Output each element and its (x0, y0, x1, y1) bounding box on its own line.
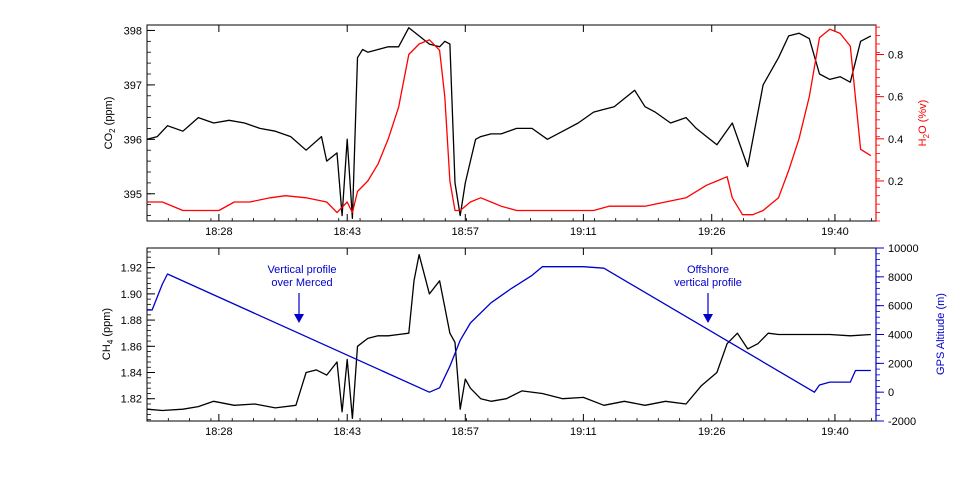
x-tick-label-1: 18:43 (333, 426, 361, 438)
annotation-offshore-line2: vertical profile (674, 277, 742, 289)
right-tick-label-2: 0.6 (888, 92, 903, 104)
x-tick-label-0: 18:28 (205, 226, 233, 238)
right-tick-label-3: 4000 (888, 330, 912, 342)
ch4-altitude-panel: 18:28 18:43 18:57 19:11 19:26 19:40 1.821.841… (101, 243, 947, 438)
annotation-offshore: Offshore vertical profile (674, 264, 742, 323)
left-tick-label-4: 1.90 (121, 289, 142, 301)
co2-h2o-panel: 18:28 18:43 18:57 19:11 19:26 19:40 395 396 397… (103, 24, 931, 238)
bottom-series-group (146, 253, 871, 420)
left-tick-label-1: 1.84 (121, 368, 142, 380)
x-tick-label-3: 19:11 (570, 426, 597, 438)
annotation-offshore-line1: Offshore (687, 264, 729, 276)
h2o-axis-label: H2O (%v) (917, 100, 931, 147)
annotation-merced-arrowhead (294, 314, 304, 323)
left-tick-label-3: 1.88 (121, 315, 142, 327)
right-tick-label-5: 8000 (888, 272, 912, 284)
series-line-1 (147, 266, 871, 393)
annotation-merced-line1: Vertical profile (267, 264, 336, 276)
right-tick-label-0: -2000 (888, 416, 916, 428)
left-tick-label-5: 1.92 (121, 263, 142, 275)
altitude-axis-label: GPS Altitude (m) (935, 293, 947, 375)
left-tick-label-3: 398 (124, 25, 142, 37)
x-tick-label-3: 19:11 (570, 226, 597, 238)
left-tick-label-2: 397 (124, 80, 142, 92)
h2o-y-axis: 0.2 0.4 0.6 0.8 (875, 25, 903, 222)
x-tick-label-5: 19:40 (821, 426, 849, 438)
left-tick-label-0: 395 (124, 189, 142, 201)
x-tick-label-2: 18:57 (452, 226, 480, 238)
series-line-0 (146, 253, 871, 420)
co2-axis-label: CO2 (ppm) (103, 97, 117, 150)
x-tick-label-5: 19:40 (821, 226, 849, 238)
x-tick-label-2: 18:57 (452, 426, 480, 438)
ch4-y-axis: 1.82 1.84 1.86 1.88 1.90 1.92 (121, 251, 155, 421)
right-tick-label-0: 0.2 (888, 176, 903, 188)
altitude-y-axis: -2000 0 2000 4000 6000 8000 10000 (875, 243, 919, 428)
ch4-axis-label: CH4 (ppm) (101, 308, 115, 360)
annotation-merced-line2: over Merced (271, 277, 332, 289)
annotation-offshore-arrowhead (703, 314, 713, 323)
x-tick-label-1: 18:43 (333, 226, 361, 238)
right-tick-label-1: 0.4 (888, 134, 903, 146)
series-line-0 (146, 27, 872, 219)
series-line-1 (147, 28, 872, 216)
x-tick-label-4: 19:26 (698, 426, 726, 438)
right-tick-label-6: 10000 (888, 243, 919, 255)
left-tick-label-1: 396 (124, 134, 142, 146)
x-tick-label-0: 18:28 (205, 426, 233, 438)
left-tick-label-0: 1.82 (121, 394, 142, 406)
annotation-merced: Vertical profile over Merced (267, 264, 337, 323)
right-tick-label-3: 0.8 (888, 50, 903, 62)
right-tick-label-4: 6000 (888, 301, 912, 313)
left-tick-label-2: 1.86 (121, 341, 142, 353)
top-series-group (146, 27, 872, 219)
top-panel-frame (146, 24, 877, 222)
x-tick-label-4: 19:26 (698, 226, 726, 238)
right-tick-label-2: 2000 (888, 358, 912, 370)
bottom-x-axis: 18:28 18:43 18:57 19:11 19:26 19:40 (146, 248, 872, 438)
right-tick-label-1: 0 (888, 387, 894, 399)
co2-y-axis: 395 396 397 398 (124, 25, 155, 216)
top-x-axis: 18:28 18:43 18:57 19:11 19:26 19:40 (146, 25, 872, 238)
